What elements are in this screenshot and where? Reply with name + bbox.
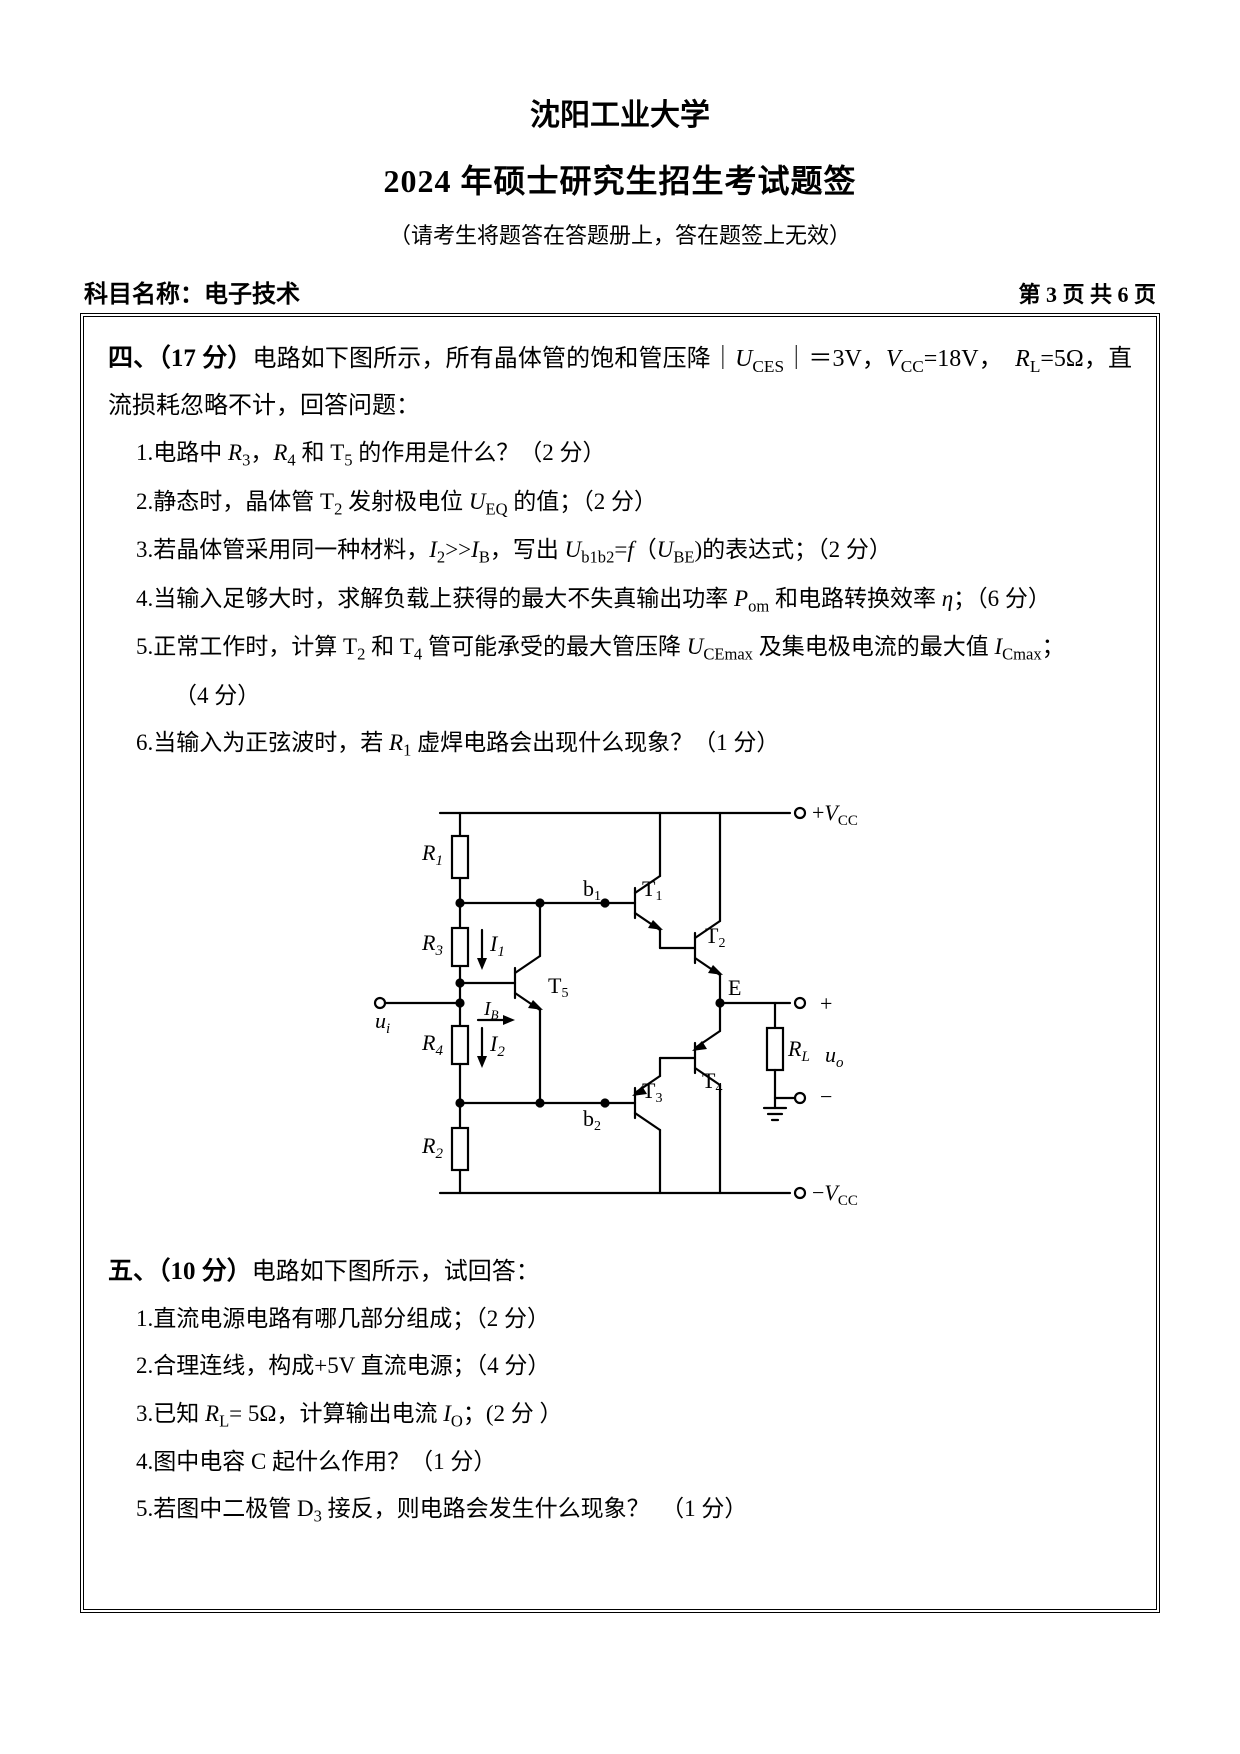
question-4: 四、（17 分）电路如下图所示，所有晶体管的饱和管压降｜UCES｜＝3V，VCC… — [108, 335, 1132, 768]
svg-text:IB: IB — [483, 998, 499, 1022]
university-name: 沈阳工业大学 — [80, 90, 1160, 134]
svg-text:R1: R1 — [421, 840, 443, 869]
svg-text:b1: b1 — [583, 876, 601, 904]
exam-notice: （请考生将题答在答题册上，答在题签上无效） — [80, 218, 1160, 250]
content-box: 四、（17 分）电路如下图所示，所有晶体管的饱和管压降｜UCES｜＝3V，VCC… — [80, 313, 1160, 1613]
q4-sub5b: （4 分） — [174, 672, 1132, 719]
q5-sub5: 5.若图中二极管 D3 接反，则电路会发生什么现象？ （1 分） — [136, 1485, 1132, 1534]
q4-sub3: 3.若晶体管采用同一种材料，I2>>IB，写出 Ub1b2=f（UBE)的表达式… — [136, 526, 1132, 575]
q4-sub4: 4.当输入足够大时，求解负载上获得的最大不失真输出功率 Pom 和电路转换效率 … — [136, 575, 1132, 624]
svg-text:ui: ui — [375, 1008, 390, 1037]
q5-sub3: 3.已知 RL= 5Ω，计算输出电流 IO；(2 分 ） — [136, 1390, 1132, 1439]
svg-text:T4: T4 — [702, 1068, 722, 1096]
svg-text:E: E — [728, 975, 741, 1000]
q5-sub1: 1.直流电源电路有哪几部分组成；（2 分） — [136, 1295, 1132, 1342]
q4-sub6: 6.当输入为正弦波时，若 R1 虚焊电路会出现什么现象？（1 分） — [136, 719, 1132, 768]
q4-sub5: 5.正常工作时，计算 T2 和 T4 管可能承受的最大管压降 UCEmax 及集… — [136, 623, 1132, 672]
q4-head: 四、（17 分）电路如下图所示，所有晶体管的饱和管压降｜UCES｜＝3V，VCC… — [108, 335, 1132, 429]
q5-sub4: 4.图中电容 C 起什么作用？（1 分） — [136, 1438, 1132, 1485]
svg-text:−: − — [820, 1084, 832, 1109]
svg-text:I2: I2 — [489, 1031, 505, 1060]
svg-text:T1: T1 — [642, 876, 662, 904]
q4-sub2: 2.静态时，晶体管 T2 发射极电位 UEQ 的值；（2 分） — [136, 478, 1132, 527]
svg-text:RL: RL — [787, 1036, 810, 1065]
q5-head: 五、（10 分）电路如下图所示，试回答： — [108, 1248, 1132, 1296]
question-5: 五、（10 分）电路如下图所示，试回答： 1.直流电源电路有哪几部分组成；（2 … — [108, 1248, 1132, 1534]
vcc-neg-label: −VCC — [812, 1180, 858, 1209]
svg-text:R2: R2 — [421, 1133, 443, 1162]
svg-text:R4: R4 — [421, 1030, 443, 1059]
svg-text:uo: uo — [825, 1042, 844, 1071]
q4-sub1: 1.电路中 R3，R4 和 T5 的作用是什么？（2 分） — [136, 429, 1132, 478]
svg-text:b2: b2 — [583, 1106, 601, 1134]
subject-label: 科目名称：电子技术 — [84, 274, 300, 309]
circuit-diagram: +VCC −VCC R1 R3 R4 R2 I1 I2 IB b1 b2 T1 … — [108, 788, 1132, 1218]
svg-text:T5: T5 — [548, 973, 568, 1001]
svg-text:I1: I1 — [489, 931, 505, 960]
q5-sub2: 2.合理连线，构成+5V 直流电源；（4 分） — [136, 1342, 1132, 1389]
svg-text:+: + — [820, 991, 832, 1016]
page-number: 第 3 页 共 6 页 — [1018, 277, 1156, 309]
vcc-pos-label: +VCC — [812, 800, 858, 829]
svg-text:T3: T3 — [642, 1078, 662, 1106]
page-title: 2024 年硕士研究生招生考试题签 — [80, 156, 1160, 202]
svg-text:R3: R3 — [421, 930, 443, 959]
svg-text:T2: T2 — [705, 923, 725, 951]
